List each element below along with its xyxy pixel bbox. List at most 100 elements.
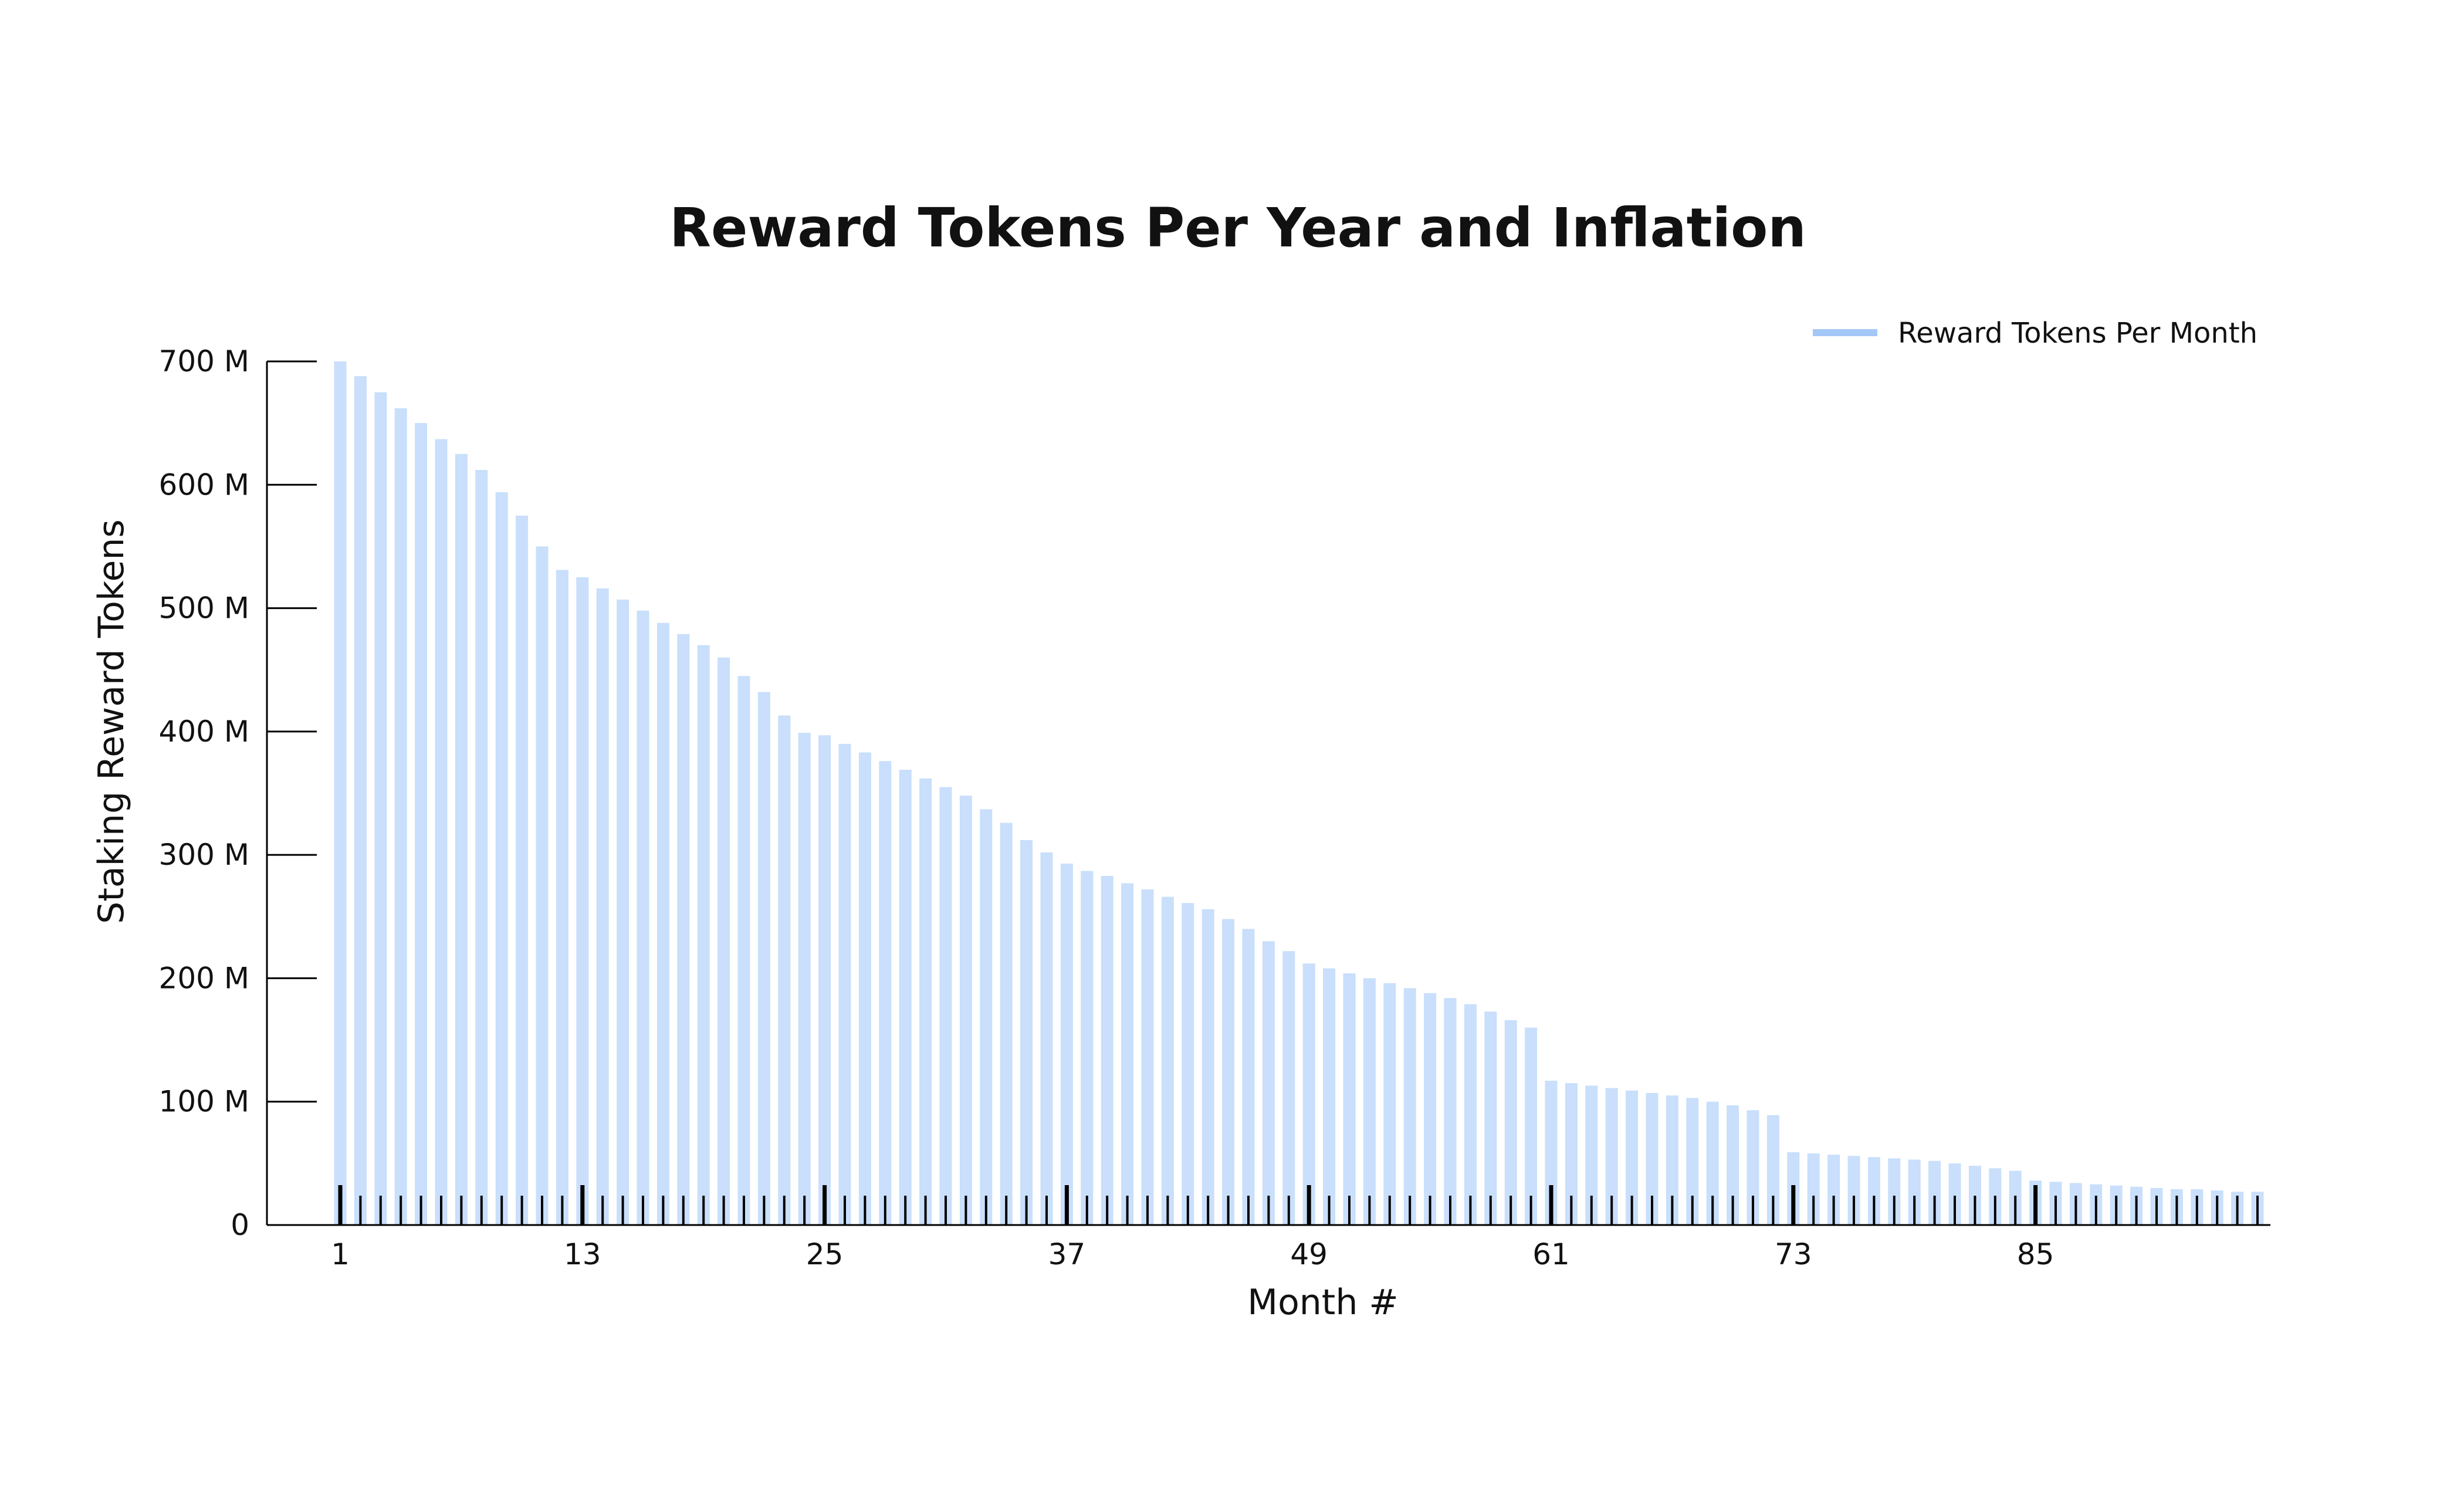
y-tick-label: 700 M [159, 344, 249, 378]
bar-month-41 [1141, 889, 1154, 1225]
bar-month-70 [1727, 1105, 1739, 1225]
bar-month-68 [1686, 1098, 1699, 1225]
bar-month-14 [596, 588, 609, 1225]
bar-month-47 [1262, 941, 1275, 1225]
bar-month-36 [1040, 852, 1053, 1225]
bar-month-45 [1222, 919, 1235, 1225]
x-tick-label: 37 [1048, 1237, 1086, 1271]
y-tick-label: 600 M [159, 468, 249, 502]
bar-month-2 [354, 376, 367, 1226]
bar-month-8 [475, 470, 488, 1225]
bar-month-67 [1666, 1095, 1678, 1225]
chart-title: Reward Tokens Per Year and Inflation [669, 197, 1806, 259]
bar-month-75 [1827, 1155, 1840, 1225]
bar-month-12 [556, 570, 568, 1225]
bar-month-48 [1282, 951, 1295, 1225]
bar-month-57 [1464, 1004, 1477, 1225]
bar-month-18 [677, 634, 690, 1225]
bar-month-4 [394, 408, 407, 1225]
x-tick-label: 61 [1532, 1237, 1570, 1271]
bar-month-51 [1343, 973, 1356, 1225]
bar-month-56 [1444, 998, 1457, 1225]
bar-month-43 [1182, 903, 1194, 1225]
x-tick-label: 1 [331, 1237, 350, 1271]
x-tick-label: 73 [1775, 1237, 1812, 1271]
bar-month-1 [334, 361, 347, 1225]
bar-month-3 [374, 392, 387, 1225]
bar-month-80 [1928, 1160, 1941, 1225]
bar-month-78 [1888, 1158, 1901, 1225]
bar-month-49 [1302, 963, 1315, 1225]
bar-month-35 [1020, 840, 1033, 1225]
bar-month-21 [737, 676, 750, 1225]
bar-month-42 [1161, 896, 1174, 1225]
bar-month-34 [1000, 823, 1013, 1225]
y-tick-label: 400 M [159, 715, 249, 749]
bar-month-60 [1525, 1027, 1538, 1225]
bar-month-15 [617, 599, 629, 1225]
bar-month-17 [656, 622, 669, 1225]
legend-swatch [1813, 329, 1877, 336]
y-axis-label: Staking Reward Tokens [91, 519, 132, 923]
bar-month-7 [455, 454, 468, 1226]
bar-month-37 [1060, 863, 1073, 1225]
x-axis: 1 13 25 37 49 61 73 85 [267, 1224, 2270, 1271]
x-tick-label: 49 [1290, 1237, 1328, 1271]
y-tick-label: 300 M [159, 838, 249, 872]
bar-month-50 [1323, 968, 1336, 1225]
bar-month-46 [1242, 929, 1255, 1225]
bar-month-16 [637, 610, 649, 1225]
bar-month-30 [919, 778, 932, 1225]
bar-month-79 [1908, 1159, 1921, 1225]
bar-month-6 [435, 439, 448, 1225]
bar-month-31 [939, 787, 952, 1225]
x-tick-label: 13 [564, 1237, 601, 1271]
x-tick-label: 85 [2017, 1237, 2055, 1271]
bar-month-54 [1403, 988, 1416, 1225]
bar-month-25 [818, 735, 831, 1225]
bar-month-82 [1968, 1166, 1981, 1225]
bar-month-38 [1081, 871, 1094, 1225]
y-axis: 0 100 M 200 M 300 M 400 M 500 M 600 M 700 M [159, 344, 317, 1242]
bar-month-81 [1948, 1163, 1961, 1225]
y-tick-label: 0 [231, 1208, 249, 1242]
bar-month-65 [1626, 1090, 1639, 1225]
bar-month-24 [798, 733, 811, 1225]
bar-month-26 [838, 743, 851, 1225]
legend: Reward Tokens Per Month [1813, 317, 2257, 350]
y-tick-label: 200 M [159, 961, 249, 995]
x-axis-label: Month # [1247, 1282, 1398, 1323]
legend-entry-label: Reward Tokens Per Month [1898, 317, 2257, 350]
bars-group [334, 361, 2264, 1226]
bar-month-33 [980, 809, 993, 1225]
bar-month-39 [1101, 875, 1113, 1225]
bar-month-63 [1585, 1085, 1598, 1225]
bar-month-28 [879, 761, 892, 1225]
bar-month-22 [757, 692, 770, 1225]
bar-month-62 [1565, 1083, 1578, 1225]
bar-month-53 [1383, 983, 1396, 1225]
bar-month-20 [717, 657, 730, 1225]
bar-month-69 [1706, 1101, 1719, 1225]
x-tick-label: 25 [806, 1237, 844, 1271]
bar-month-61 [1545, 1081, 1558, 1225]
y-tick-label: 500 M [159, 591, 249, 625]
bar-month-74 [1807, 1153, 1820, 1225]
bar-month-72 [1766, 1115, 1779, 1225]
bar-month-59 [1504, 1020, 1517, 1225]
bar-month-77 [1867, 1157, 1880, 1225]
bar-month-11 [536, 546, 549, 1225]
bar-month-55 [1424, 993, 1437, 1225]
bar-month-32 [959, 796, 972, 1225]
bar-month-64 [1605, 1088, 1618, 1225]
bar-month-66 [1646, 1093, 1659, 1225]
bar-month-19 [697, 645, 710, 1225]
bar-month-9 [495, 492, 508, 1225]
month-ticks-group [338, 1185, 2259, 1225]
bar-month-71 [1747, 1110, 1759, 1225]
bar-month-76 [1847, 1156, 1860, 1225]
bar-month-13 [576, 577, 589, 1225]
bar-month-23 [778, 715, 791, 1225]
